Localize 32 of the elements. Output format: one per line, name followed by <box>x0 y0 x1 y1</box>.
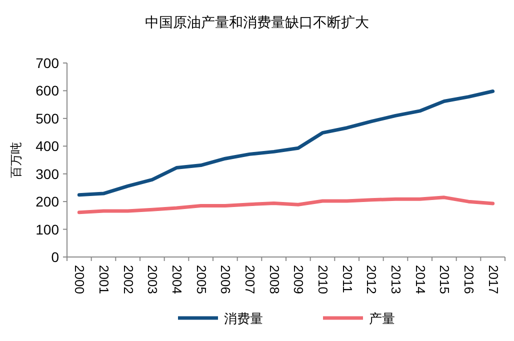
x-tick-label: 2003 <box>145 265 160 294</box>
x-tick-label: 2008 <box>266 265 282 294</box>
y-tick-label: 700 <box>36 55 60 71</box>
chart-title: 中国原油产量和消费量缺口不断扩大 <box>145 15 369 31</box>
y-tick-label: 0 <box>51 249 60 265</box>
x-tick-label: 2005 <box>194 265 209 294</box>
x-tick-label: 2000 <box>72 265 88 294</box>
x-tick-label: 2007 <box>242 265 258 294</box>
x-tick-label: 2012 <box>364 265 380 294</box>
line-series <box>77 90 495 197</box>
legend-label: 产量 <box>369 311 395 326</box>
x-tick-label: 2014 <box>412 265 428 294</box>
y-tick-label: 100 <box>36 221 60 238</box>
x-tick-label: 2010 <box>316 265 330 294</box>
y-tick-label: 300 <box>36 166 60 182</box>
x-tick-label: 2001 <box>96 265 112 294</box>
x-tick-label: 2013 <box>388 265 404 294</box>
x-tick-label: 2004 <box>170 265 184 294</box>
x-tick-label: 2011 <box>340 265 355 293</box>
y-tick-label: 400 <box>36 138 60 154</box>
y-tick-label: 500 <box>36 110 60 126</box>
legend-label: 消费量 <box>224 311 263 326</box>
x-tick-label: 2015 <box>437 265 452 294</box>
x-tick-label: 2017 <box>486 265 501 294</box>
y-tick-label: 200 <box>36 194 60 210</box>
x-tick-label: 2002 <box>120 265 136 294</box>
line-series <box>77 196 495 214</box>
y-axis-title: 百万吨 <box>9 142 23 178</box>
x-tick-label: 2009 <box>291 265 306 294</box>
x-tick-label: 2006 <box>218 265 234 294</box>
x-tick-label: 2016 <box>462 265 476 294</box>
y-tick-label: 600 <box>36 82 60 99</box>
